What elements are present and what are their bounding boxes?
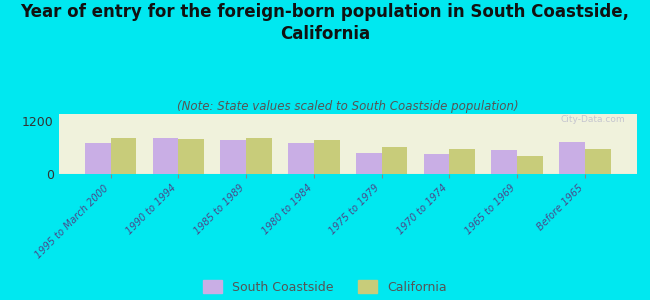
Legend: South Coastside, California: South Coastside, California <box>203 280 447 294</box>
Bar <box>246 138 272 174</box>
Text: City-Data.com: City-Data.com <box>561 115 625 124</box>
Bar <box>517 156 543 174</box>
Bar <box>356 153 382 174</box>
Bar <box>424 154 449 174</box>
Bar <box>449 149 475 174</box>
Text: (Note: State values scaled to South Coastside population): (Note: State values scaled to South Coas… <box>177 100 519 113</box>
Text: Year of entry for the foreign-born population in South Coastside,
California: Year of entry for the foreign-born popul… <box>21 3 629 43</box>
Bar <box>559 142 585 174</box>
Bar <box>585 149 611 174</box>
Bar <box>178 139 204 174</box>
Bar <box>84 143 110 174</box>
Bar <box>153 138 178 174</box>
Bar <box>220 140 246 174</box>
Bar <box>288 143 314 174</box>
Bar <box>111 138 136 174</box>
Bar <box>382 147 408 174</box>
Bar <box>314 140 339 174</box>
Bar <box>491 150 517 174</box>
